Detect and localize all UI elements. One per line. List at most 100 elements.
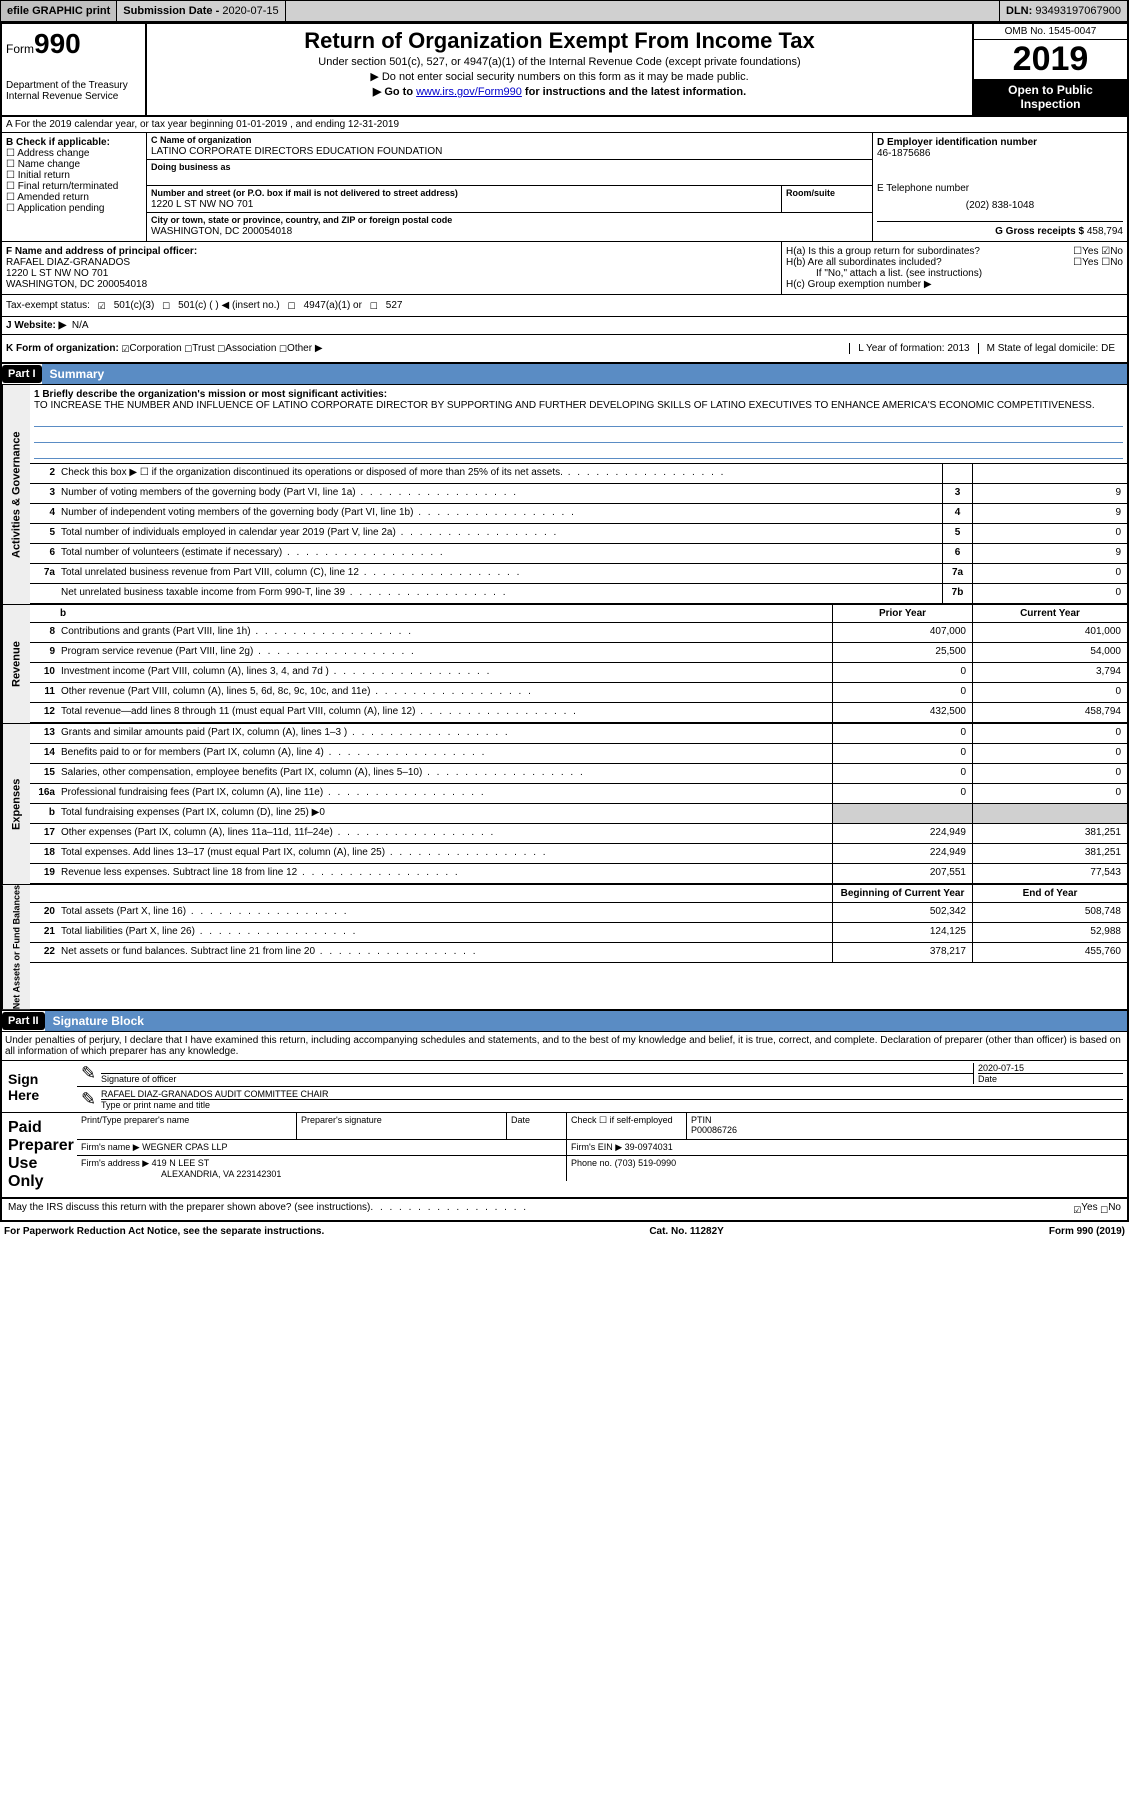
prep-phone: (703) 519-0990 [615, 1158, 677, 1168]
rev-label: Revenue [2, 605, 30, 723]
exp-line: 17Other expenses (Part IX, column (A), l… [30, 824, 1127, 844]
k-trust[interactable]: Trust [192, 343, 214, 354]
te-527[interactable]: 527 [386, 300, 403, 311]
efile-button[interactable]: efile GRAPHIC print [1, 1, 117, 21]
prep-date-label: Date [507, 1113, 567, 1139]
gov-line: 7aTotal unrelated business revenue from … [30, 564, 1127, 584]
footer-mid: Cat. No. 11282Y [649, 1226, 723, 1237]
footer-right: Form 990 (2019) [1049, 1226, 1125, 1237]
cb-final[interactable]: Final return/terminated [18, 181, 119, 192]
topbar: efile GRAPHIC print Submission Date - 20… [0, 0, 1129, 22]
hb-no: No [1110, 257, 1123, 268]
k-other[interactable]: Other ▶ [287, 343, 322, 354]
header-mid: Return of Organization Exempt From Incom… [147, 24, 972, 115]
ein-label: D Employer identification number [877, 137, 1037, 148]
addr-label: Number and street (or P.O. box if mail i… [151, 188, 458, 198]
part2-title: Signature Block [45, 1011, 1127, 1031]
form-header: Form990 Department of the Treasury Inter… [0, 22, 1129, 117]
exp-line: 16aProfessional fundraising fees (Part I… [30, 784, 1127, 804]
gov-line: 6Total number of volunteers (estimate if… [30, 544, 1127, 564]
te-501c3[interactable]: 501(c)(3) [114, 300, 155, 311]
cb-initial[interactable]: Initial return [18, 170, 70, 181]
hdr-prior: Prior Year [832, 605, 972, 622]
mission-label: 1 Briefly describe the organization's mi… [34, 389, 387, 400]
k-label: K Form of organization: [6, 343, 119, 354]
dba-label: Doing business as [151, 162, 231, 172]
hb-label: H(b) Are all subordinates included? [786, 257, 942, 268]
form-subtitle: Under section 501(c), 527, or 4947(a)(1)… [155, 56, 964, 68]
irs-label: Internal Revenue Service [6, 91, 141, 102]
header-right: OMB No. 1545-0047 2019 Open to PublicIns… [972, 24, 1127, 115]
sig-name: RAFAEL DIAZ-GRANADOS AUDIT COMMITTEE CHA… [101, 1089, 329, 1099]
firm-name: WEGNER CPAS LLP [142, 1142, 227, 1152]
firm-addr2: ALEXANDRIA, VA 223142301 [81, 1169, 281, 1179]
inspect-1: Open to Public [1008, 83, 1093, 97]
firm-ein-label: Firm's EIN ▶ [571, 1142, 622, 1152]
ein-phone: D Employer identification number 46-1875… [872, 133, 1127, 241]
discuss-no[interactable]: No [1108, 1202, 1121, 1217]
section-b: B Check if applicable: ☐ Address change … [0, 133, 1129, 242]
rev-line: 9Program service revenue (Part VIII, lin… [30, 643, 1127, 663]
footer: For Paperwork Reduction Act Notice, see … [0, 1222, 1129, 1241]
exp-line: bTotal fundraising expenses (Part IX, co… [30, 804, 1127, 824]
exp-line: 15Salaries, other compensation, employee… [30, 764, 1127, 784]
gov-line: Net unrelated business taxable income fr… [30, 584, 1127, 604]
firm-addr-label: Firm's address ▶ [81, 1158, 149, 1168]
hdr-eoy: End of Year [972, 885, 1127, 902]
part2-label: Part II [2, 1012, 45, 1030]
gov-line: 3Number of voting members of the governi… [30, 484, 1127, 504]
gross-label: G Gross receipts $ [995, 226, 1084, 237]
firm-ein: 39-0974031 [625, 1142, 673, 1152]
j-label: J Website: ▶ [6, 320, 66, 331]
part1-title: Summary [42, 364, 1127, 384]
exp-label: Expenses [2, 724, 30, 884]
h-section: H(a) Is this a group return for subordin… [782, 242, 1127, 294]
signature-section: Sign Here ✎ Signature of officer 2020-07… [0, 1060, 1129, 1222]
tax-year: 2019 [974, 40, 1127, 79]
note-goto-post: for instructions and the latest informat… [522, 86, 746, 98]
cb-name[interactable]: Name change [18, 159, 80, 170]
row-a-period: A For the 2019 calendar year, or tax yea… [0, 117, 1129, 133]
te-label: Tax-exempt status: [6, 300, 90, 311]
k-assoc[interactable]: Association [225, 343, 276, 354]
te-501c[interactable]: 501(c) ( ) ◀ (insert no.) [178, 300, 280, 311]
firm-name-label: Firm's name ▶ [81, 1142, 140, 1152]
net-label: Net Assets or Fund Balances [2, 885, 30, 1009]
k-corp[interactable]: Corporation [129, 343, 181, 354]
ein-value: 46-1875686 [877, 148, 930, 159]
check-self[interactable]: Check ☐ if self-employed [567, 1113, 687, 1139]
rev-line: 12Total revenue—add lines 8 through 11 (… [30, 703, 1127, 723]
officer-addr2: WASHINGTON, DC 200054018 [6, 279, 147, 290]
part1-header: Part I Summary [0, 364, 1129, 385]
prep-name-label: Print/Type preparer's name [81, 1115, 189, 1125]
ha-no: No [1110, 246, 1123, 257]
rev-line: 10Investment income (Part VIII, column (… [30, 663, 1127, 683]
firm-addr1: 419 N LEE ST [152, 1158, 210, 1168]
net-line: 22Net assets or fund balances. Subtract … [30, 943, 1127, 963]
gov-line: 5Total number of individuals employed in… [30, 524, 1127, 544]
org-city: WASHINGTON, DC 200054018 [151, 226, 292, 237]
irs-link[interactable]: www.irs.gov/Form990 [416, 86, 522, 98]
gross-value: 458,794 [1087, 226, 1123, 237]
k-state: M State of legal domicile: DE [978, 343, 1123, 354]
exp-section: Expenses 13Grants and similar amounts pa… [0, 724, 1129, 885]
cb-amended[interactable]: Amended return [17, 192, 89, 203]
dept-label: Department of the Treasury [6, 80, 141, 91]
rev-line: 11Other revenue (Part VIII, column (A), … [30, 683, 1127, 703]
exp-line: 14Benefits paid to or for members (Part … [30, 744, 1127, 764]
hdr-current: Current Year [972, 605, 1127, 622]
gov-section: Activities & Governance 1 Briefly descri… [0, 385, 1129, 605]
org-name: LATINO CORPORATE DIRECTORS EDUCATION FOU… [151, 146, 442, 157]
sig-date-label: Date [978, 1073, 1123, 1084]
exp-line: 18Total expenses. Add lines 13–17 (must … [30, 844, 1127, 864]
topbar-spacer [286, 1, 1000, 21]
cb-pending[interactable]: Application pending [17, 203, 104, 214]
cb-address[interactable]: Address change [17, 148, 89, 159]
discuss-yes[interactable]: Yes [1081, 1202, 1097, 1217]
te-4947[interactable]: 4947(a)(1) or [304, 300, 362, 311]
prep-phone-label: Phone no. [571, 1158, 612, 1168]
exp-line: 13Grants and similar amounts paid (Part … [30, 724, 1127, 744]
org-name-label: C Name of organization [151, 135, 252, 145]
form-prefix: Form [6, 42, 34, 56]
sig-name-label: Type or print name and title [101, 1099, 1123, 1110]
